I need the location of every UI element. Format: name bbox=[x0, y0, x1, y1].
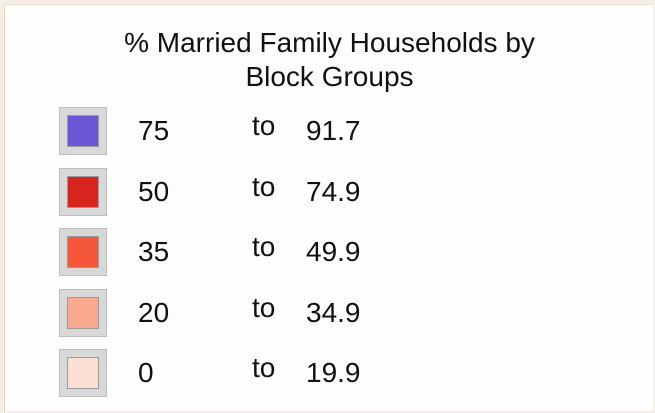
range-to: 49.9 bbox=[306, 236, 361, 267]
color-swatch bbox=[67, 357, 99, 389]
range-to: 19.9 bbox=[306, 357, 361, 388]
range-from: 75 bbox=[138, 115, 170, 146]
swatch-frame bbox=[59, 167, 107, 216]
color-swatch bbox=[67, 236, 99, 268]
swatch-frame bbox=[59, 228, 107, 276]
range-from: 20 bbox=[138, 296, 170, 328]
range-to: 91.7 bbox=[306, 115, 361, 146]
color-swatch bbox=[67, 175, 99, 208]
range-to: 34.9 bbox=[306, 296, 361, 328]
range-from: 0 bbox=[138, 357, 154, 388]
legend-row: 75 to 91.7 bbox=[5, 107, 654, 161]
range-separator: to bbox=[252, 291, 276, 323]
legend-title: Block Groups bbox=[245, 61, 414, 92]
legend-row: 50 to 74.9 bbox=[5, 167, 654, 222]
range-from: 50 bbox=[138, 175, 170, 207]
legend-row: 0 to 19.9 bbox=[5, 349, 654, 403]
range-separator: to bbox=[252, 231, 276, 262]
range-separator: to bbox=[252, 170, 276, 202]
color-swatch bbox=[67, 296, 99, 329]
legend-title: % Married Family Households by bbox=[124, 27, 535, 58]
range-to: 74.9 bbox=[306, 175, 361, 207]
legend-row: 20 to 34.9 bbox=[5, 288, 654, 343]
legend-row: 35 to 49.9 bbox=[5, 228, 654, 282]
legend-panel: % Married Family Households by Block Gro… bbox=[4, 4, 653, 411]
swatch-frame bbox=[59, 288, 107, 337]
color-swatch bbox=[67, 115, 99, 147]
range-separator: to bbox=[252, 110, 276, 141]
range-separator: to bbox=[252, 352, 276, 383]
range-from: 35 bbox=[138, 236, 170, 267]
swatch-frame bbox=[59, 349, 107, 397]
swatch-frame bbox=[59, 107, 107, 155]
